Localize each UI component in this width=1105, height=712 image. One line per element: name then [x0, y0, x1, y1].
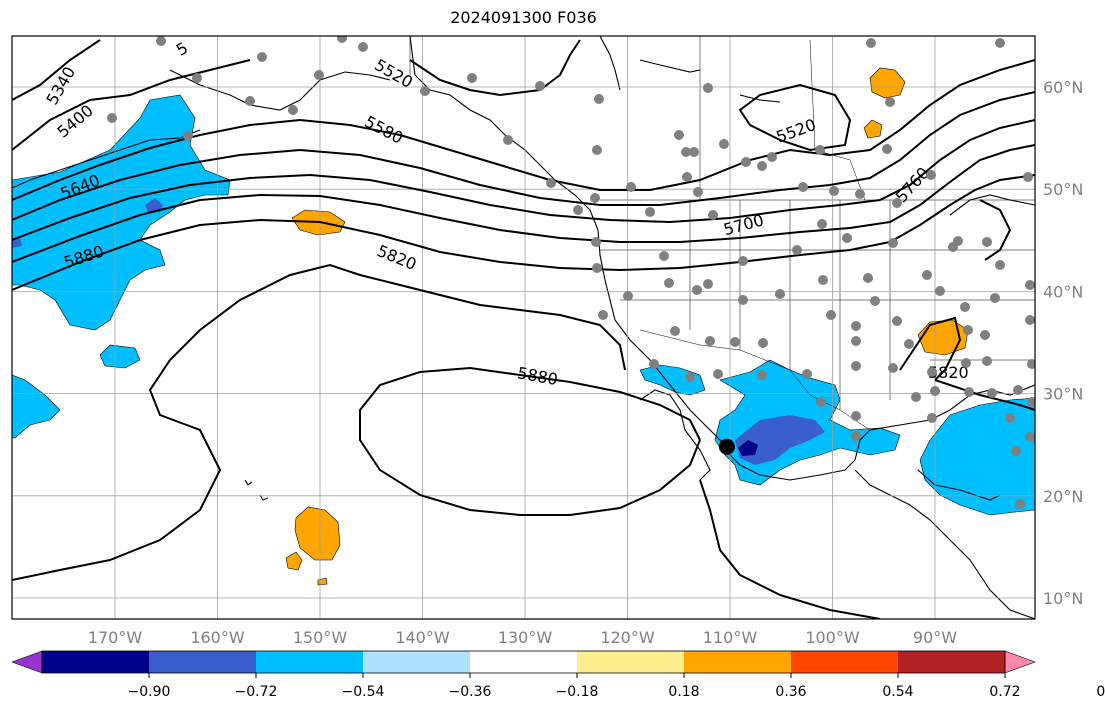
strong-negative-anomaly-core — [738, 440, 758, 456]
longitude-label: 150°W — [293, 628, 348, 647]
colorbar-tick-label: −0.36 — [449, 684, 492, 700]
colorbar-tick-label: −0.90 — [128, 684, 171, 700]
positive-anomaly-region — [863, 119, 883, 139]
longitude-label: 110°W — [703, 628, 758, 647]
station-dots — [107, 36, 1035, 509]
negative-anomaly-core — [735, 415, 825, 465]
negative-anomaly-region — [99, 344, 141, 369]
colorbar-tick-label: 0.18 — [668, 684, 699, 700]
latitude-label: 40°N — [1043, 282, 1083, 301]
latitude-label: 20°N — [1043, 487, 1083, 506]
longitude-label: 170°W — [88, 628, 143, 647]
negative-anomaly-core — [12, 238, 22, 248]
map-frame — [11, 35, 1036, 620]
colorbar-tick-label: 0.54 — [882, 684, 913, 700]
colorbar-segment — [791, 651, 899, 673]
longitude-labels: 170°W 160°W 150°W 140°W 130°W 120°W 110°W 100°W… — [88, 628, 957, 647]
latitude-label: 10°N — [1043, 589, 1083, 608]
storm-center-marker — [718, 438, 735, 455]
longitude-label: 90°W — [913, 628, 957, 647]
height-contours — [12, 39, 1035, 619]
colorbar-segment — [577, 651, 685, 673]
colorbar-segment — [684, 651, 792, 673]
longitude-label: 130°W — [498, 628, 553, 647]
positive-anomaly-region — [869, 67, 906, 99]
colorbar-segment — [470, 651, 578, 673]
colorbar-tick-label: 0.72 — [989, 684, 1020, 700]
positive-anomaly-region — [285, 551, 303, 571]
colorbar-tick-label: −0.18 — [556, 684, 599, 700]
grid-lines — [12, 36, 1035, 619]
colorbar-segment — [256, 651, 364, 673]
negative-anomaly-region — [12, 94, 231, 331]
negative-anomaly-region — [12, 374, 61, 439]
colorbar-tick-label: 0.90 — [1096, 684, 1105, 700]
colorbar-segment — [363, 651, 471, 673]
longitude-label: 140°W — [395, 628, 450, 647]
colorbar-segment — [898, 651, 1006, 673]
latitude-label: 30°N — [1043, 385, 1083, 404]
colorbar-extend-min — [11, 650, 43, 674]
latitude-label: 60°N — [1043, 78, 1083, 97]
positive-anomaly-region — [917, 319, 969, 356]
map-area: 5340 5400 5640 5880 5520 5580 5520 5760 … — [12, 36, 1035, 619]
longitude-label: 100°W — [805, 628, 860, 647]
colorbar-tick-label: −0.54 — [342, 684, 385, 700]
colorbar-segment — [149, 651, 257, 673]
contour-label: 5820 — [928, 363, 969, 382]
colorbar-segment — [42, 651, 150, 673]
borders — [409, 36, 1035, 431]
negative-anomaly-core — [145, 198, 163, 212]
colorbar-extend-max — [1004, 650, 1036, 674]
colorbar-tick-label: 0.36 — [775, 684, 806, 700]
colorbar: −0.90 −0.72 −0.54 −0.36 −0.18 0.18 0.36 0.54 0.7… — [11, 650, 1105, 700]
positive-anomaly-region — [294, 506, 341, 561]
negative-anomaly-region — [919, 397, 1035, 516]
colorbar-tick-label: −0.72 — [235, 684, 278, 700]
map-title: 2024091300 F036 — [450, 8, 597, 27]
latitude-label: 50°N — [1043, 180, 1083, 199]
longitude-label: 120°W — [600, 628, 655, 647]
colorbar-frame — [41, 650, 1006, 674]
longitude-label: 160°W — [190, 628, 245, 647]
latitude-labels: 60°N 50°N 40°N 30°N 20°N 10°N — [1043, 78, 1083, 608]
